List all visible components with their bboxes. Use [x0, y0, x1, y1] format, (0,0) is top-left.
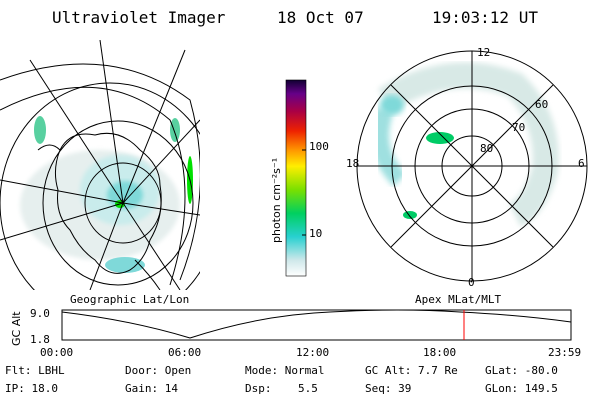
- aurora-spot: [403, 211, 417, 219]
- colorbar-scale: [285, 79, 307, 277]
- mlt-label-0: 0: [468, 276, 475, 289]
- mlat-label-80: 80: [480, 142, 494, 155]
- apex-panel-label: Apex MLat/MLT: [415, 293, 502, 306]
- mlt-label-18: 18: [346, 157, 360, 170]
- coastline: [37, 144, 61, 151]
- mlat-label-60: 60: [535, 98, 549, 111]
- seq-info: Seq: 39: [365, 382, 412, 395]
- mlt-label-12: 12: [477, 46, 491, 59]
- aurora-spot: [105, 257, 145, 273]
- colorbar-unit-label: photon cm⁻²s⁻¹: [270, 158, 283, 243]
- geographic-panel-label: Geographic Lat/Lon: [70, 293, 190, 306]
- colorbar-tick-100: 100: [309, 140, 329, 153]
- time-label: 19:03:12 UT: [432, 8, 538, 27]
- glon-info: GLon: 149.5: [485, 382, 558, 395]
- altitude-x-tick-0000: 00:00: [40, 346, 74, 359]
- meridian-line: [99, 40, 124, 204]
- colorbar: photon cm⁻²s⁻¹: [270, 79, 307, 277]
- latitude-circle: [42, 120, 194, 286]
- date-label: 18 Oct 07: [277, 8, 364, 27]
- coastline: [134, 259, 161, 290]
- limb-arc: [0, 86, 186, 286]
- meridian-line: [122, 49, 186, 204]
- aurora-spot: [380, 95, 404, 115]
- meridian-line: [0, 202, 124, 241]
- dsp-info: Dsp: 5.5: [245, 382, 318, 395]
- mlt-label-6: 6: [578, 157, 585, 170]
- altitude-x-tick-1800: 18:00: [423, 346, 457, 359]
- auroral-oval: [371, 106, 407, 187]
- colorbar-tick-10: 10: [309, 227, 323, 240]
- gc-alt-info: GC Alt: 7.7 Re: [365, 364, 458, 377]
- meridian-line: [122, 202, 181, 290]
- altitude-plot: GC Alt: [10, 309, 572, 346]
- mlat-label-70: 70: [512, 121, 526, 134]
- mode-info: Mode: Normal: [245, 364, 325, 377]
- continent-outline: [54, 132, 162, 274]
- altitude-x-tick-0600: 06:00: [168, 346, 202, 359]
- instrument-title: Ultraviolet Imager: [52, 8, 226, 27]
- latitude-circle: [0, 82, 200, 290]
- filter-info: Flt: LBHL: [5, 364, 65, 377]
- limb-arc: [0, 63, 200, 281]
- apex-polar-plot: [356, 50, 588, 282]
- altitude-curve: [61, 309, 572, 339]
- aurora-spot: [170, 118, 180, 142]
- altitude-x-tick-2359: 23:59: [548, 346, 582, 359]
- meridian-line: [0, 179, 124, 204]
- meridian-line: [89, 202, 124, 290]
- gain-info: Gain: 14: [125, 382, 178, 395]
- glat-info: GLat: -80.0: [485, 364, 558, 377]
- ip-info: IP: 18.0: [5, 382, 58, 395]
- altitude-x-tick-1200: 12:00: [296, 346, 330, 359]
- altitude-y-tick-min: 1.8: [30, 333, 50, 346]
- door-info: Door: Open: [125, 364, 192, 377]
- geographic-map: [0, 40, 200, 290]
- altitude-y-tick-max: 9.0: [30, 307, 50, 320]
- altitude-plot-frame: [61, 309, 572, 341]
- mlt-line-diag: [390, 84, 554, 248]
- auroral-oval: [378, 62, 559, 227]
- meridian-line: [122, 119, 200, 204]
- meridian-line: [29, 59, 124, 204]
- aurora-spot: [34, 116, 46, 144]
- meridian-line: [122, 202, 200, 216]
- altitude-y-label: GC Alt: [10, 311, 23, 346]
